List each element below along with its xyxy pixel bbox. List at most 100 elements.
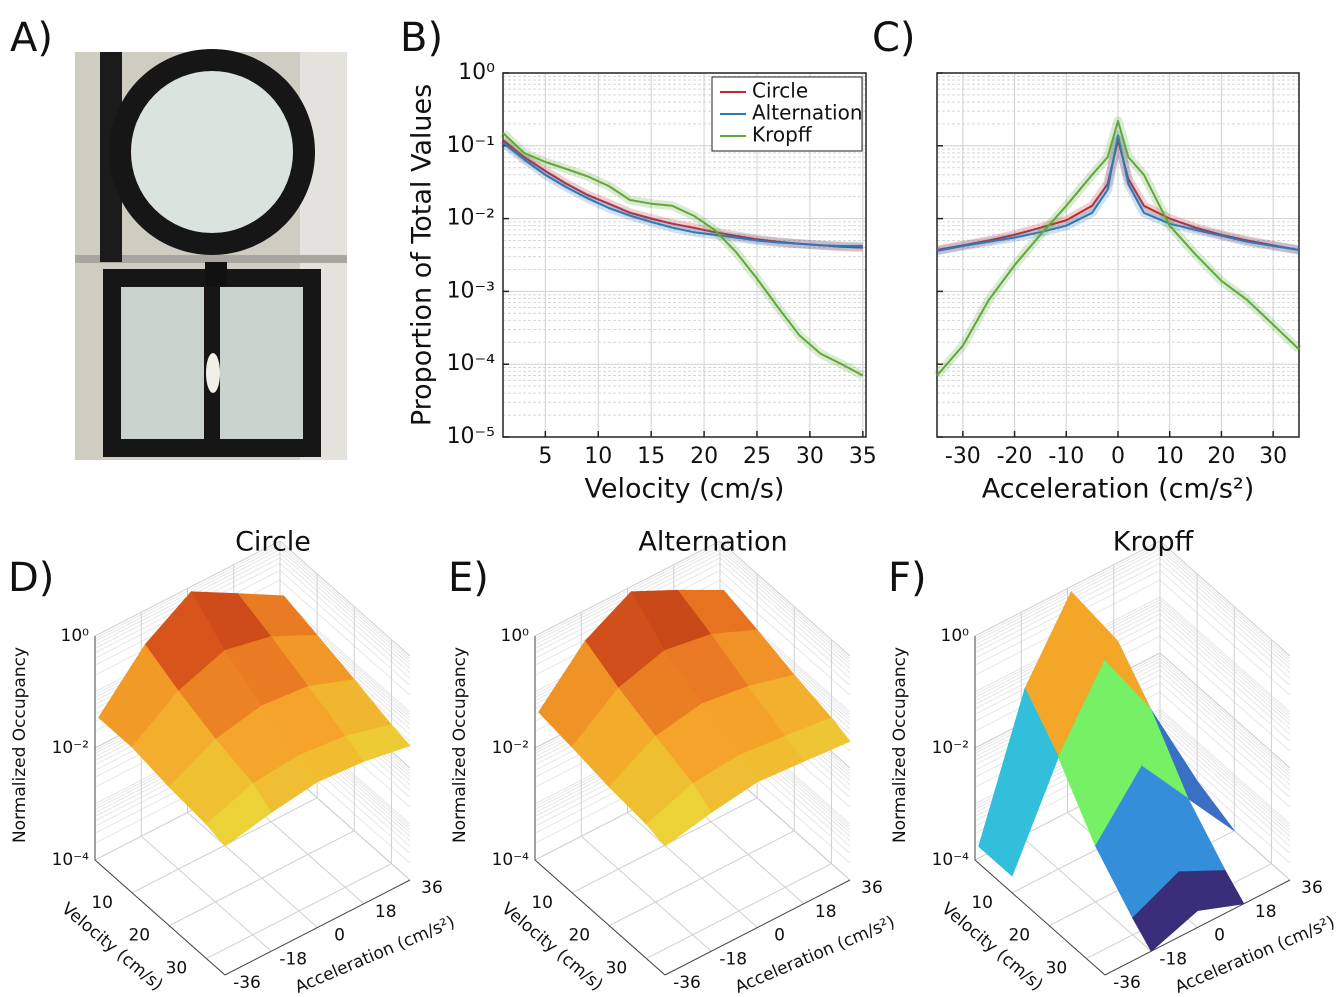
minor-grid-line — [1159, 691, 1291, 808]
photo-seam — [75, 255, 347, 263]
x-axis — [94, 859, 226, 976]
panel-label: D) — [8, 555, 54, 601]
y-tick-label: -36 — [673, 973, 701, 993]
y-tick-label: -18 — [719, 949, 747, 969]
minor-grid-line — [279, 546, 411, 662]
chart-title: Kropff — [1113, 527, 1195, 558]
x-tick-label: 10 — [531, 893, 553, 913]
minor-grid-line — [279, 543, 411, 659]
minor-grid-line — [1159, 618, 1291, 735]
y-axis — [1104, 879, 1291, 976]
grid-line — [206, 863, 392, 960]
minor-grid-line — [279, 557, 411, 674]
z-tick-label: 10⁻⁴ — [52, 850, 90, 870]
photo-camera — [205, 262, 227, 286]
x-tick-label: 30 — [166, 959, 188, 979]
y-tick-label: 10⁻³ — [447, 278, 495, 303]
minor-grid-line — [1159, 714, 1291, 830]
y-axis-label: Proportion of Total Values — [407, 84, 438, 426]
minor-grid-line — [1159, 625, 1291, 742]
panel-label: F) — [888, 555, 927, 601]
minor-grid-line — [1159, 562, 1291, 679]
minor-grid-line — [279, 562, 411, 679]
z-tick-label: 10⁰ — [61, 626, 90, 646]
panel-label: E) — [448, 555, 489, 601]
minor-grid-line — [1159, 596, 1291, 713]
x-tick-label: 30 — [606, 959, 628, 979]
minor-grid-line — [1159, 602, 1291, 718]
grid-line — [1159, 652, 1291, 769]
plot-frame — [936, 72, 1300, 438]
minor-grid-line — [1159, 655, 1291, 771]
x-tick-label: -20 — [997, 444, 1033, 469]
y-axis — [224, 879, 411, 976]
surface-patch — [1132, 871, 1198, 952]
panel-label: C) — [872, 15, 916, 61]
minor-grid-line — [1159, 599, 1291, 715]
x-tick-label: 10 — [91, 893, 113, 913]
y-tick-label: -36 — [1113, 973, 1141, 993]
y-tick-label: 18 — [1255, 902, 1277, 922]
y-tick-label: 36 — [1301, 878, 1323, 898]
x-tick-label: 5 — [538, 444, 552, 469]
minor-grid-line — [1159, 717, 1291, 834]
minor-grid-line — [279, 569, 411, 686]
z-tick-label: 10⁻⁴ — [932, 850, 970, 870]
x-tick-label: 30 — [796, 444, 824, 469]
minor-grid-line — [1159, 658, 1291, 774]
minor-grid-line — [1159, 613, 1291, 730]
grid-line — [646, 863, 832, 960]
photo-rat — [206, 353, 220, 393]
grid-line — [169, 830, 355, 927]
minor-grid-line — [1159, 681, 1291, 798]
minor-grid-line — [1159, 635, 1291, 752]
series-line — [936, 119, 1300, 377]
series-line — [502, 142, 863, 247]
minor-grid-line — [279, 549, 411, 666]
surface-patch — [645, 783, 712, 847]
minor-grid-line — [1159, 730, 1291, 847]
series-line — [936, 134, 1300, 252]
x-tick-label: -30 — [945, 444, 981, 469]
x-tick-label: 35 — [849, 444, 877, 469]
minor-grid-line — [719, 579, 851, 696]
minor-grid-line — [719, 549, 851, 666]
x-axis — [974, 859, 1106, 976]
y-tick-label: 10⁻¹ — [447, 133, 495, 158]
y-tick-label: 10⁻² — [447, 206, 495, 231]
z-tick-label: 10⁰ — [941, 626, 970, 646]
legend-label: Alternation — [752, 101, 863, 125]
x-tick-label: 20 — [1008, 926, 1030, 946]
z-tick-label: 10⁻² — [492, 738, 529, 758]
photo: A) — [10, 15, 347, 460]
y-tick-label: -18 — [1159, 949, 1187, 969]
minor-grid-line — [279, 579, 411, 696]
x-tick-label: 10 — [584, 444, 612, 469]
y-axis — [664, 879, 851, 976]
minor-grid-line — [719, 562, 851, 679]
grid-line — [609, 830, 795, 927]
z-tick-label: 10⁰ — [501, 626, 530, 646]
minor-grid-line — [1159, 579, 1291, 696]
minor-grid-line — [1159, 549, 1291, 666]
z-axis-label: Normalized Occupancy — [890, 647, 910, 843]
x-tick-label: 0 — [1111, 444, 1125, 469]
x-tick-label: 20 — [1207, 444, 1235, 469]
minor-grid-line — [279, 553, 411, 669]
z-axis-label: Normalized Occupancy — [450, 647, 470, 843]
x-tick-label: 10 — [1156, 444, 1184, 469]
x-tick-label: 10 — [971, 893, 993, 913]
minor-grid-line — [719, 553, 851, 669]
x-tick-label: 25 — [743, 444, 771, 469]
grid-line — [187, 812, 318, 928]
x-axis-label: Velocity (cm/s) — [585, 474, 785, 505]
minor-grid-line — [719, 543, 851, 659]
z-axis-label: Normalized Occupancy — [10, 647, 30, 843]
y-tick-label: 0 — [774, 926, 785, 946]
legend-label: Circle — [752, 79, 808, 103]
panel-label: B) — [400, 15, 443, 61]
minor-grid-line — [279, 596, 411, 713]
y-tick-label: 10⁻⁴ — [447, 351, 496, 376]
x-tick-label: 15 — [637, 444, 665, 469]
